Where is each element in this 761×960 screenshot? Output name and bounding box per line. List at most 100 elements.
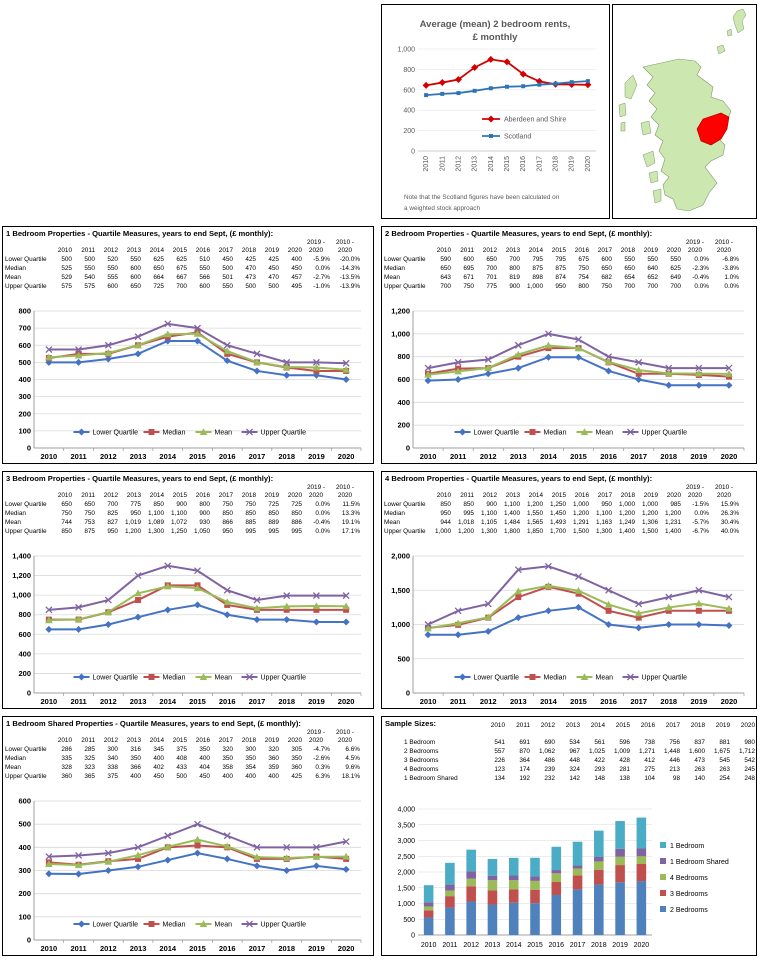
legend-label: Median [544, 430, 567, 437]
value-cell: 541 [494, 739, 505, 746]
x-tick-label: 2017 [536, 156, 543, 172]
bar-segment [551, 870, 562, 874]
marker-x [104, 341, 112, 349]
y-tick-label: 1,400 [12, 552, 31, 561]
y-tick-label: 400 [397, 398, 410, 407]
table-row: Upper Quartile 360 365 375 400 450 500 450 400 40… [5, 772, 360, 781]
change-cell: 19.1% [341, 519, 360, 526]
row-label: Lower Quartile [5, 256, 47, 263]
value-cell: 695 [463, 265, 474, 272]
value-cell: 1,009 [614, 748, 630, 755]
bar-segment [445, 884, 455, 891]
year-header: 2012 [482, 492, 497, 499]
change-header: 2010 - 2020 [714, 484, 734, 499]
year-header: 2019 [264, 737, 279, 744]
marker-x [283, 843, 291, 851]
year-header: 2016 [195, 247, 210, 254]
value-cell: 425 [268, 256, 279, 263]
series-upper-quartile [45, 820, 350, 861]
x-tick-label: 2020 [585, 156, 592, 172]
marker-diamond [134, 863, 142, 871]
quartile-table-grid: 2010 2011 2012 2013 2014 2015 2016 2017 2018 2019… [5, 484, 360, 536]
marker-triangle [253, 604, 261, 612]
marker-triangle [312, 363, 321, 371]
y-tick-label: 1,000 [12, 591, 31, 600]
marker-square [488, 86, 493, 91]
table-row: 4 Bedrooms 123 174 239 324 293 281 275 213 263 263… [384, 765, 755, 774]
value-cell: 1,800 [504, 528, 520, 535]
table-header-row: 2010 2011 2012 2013 2014 2015 2016 2017 2018 2019… [384, 484, 739, 500]
value-cell: 239 [544, 766, 555, 773]
value-cell: 800 [509, 265, 520, 272]
change-cell: -1.5% [692, 501, 709, 508]
value-cell: 750 [601, 283, 612, 290]
marker-triangle [634, 609, 643, 617]
x-tick-label: 2015 [570, 452, 587, 461]
marker-x [164, 832, 172, 840]
value-cell: 1,550 [527, 510, 543, 517]
marker-diamond [104, 355, 112, 363]
value-cell: 1,400 [665, 528, 681, 535]
value-cell: 1,100 [148, 510, 164, 517]
table-row: 1 Bedroom Shared 134 192 232 142 148 138 104 98 1… [384, 774, 755, 783]
value-cell: 819 [509, 274, 520, 281]
marker-x [514, 566, 522, 574]
marker-diamond [75, 870, 83, 878]
value-cell: 473 [694, 757, 705, 764]
marker-diamond [635, 624, 643, 632]
y-tick-label: 400 [18, 843, 31, 852]
value-cell: 795 [555, 256, 566, 263]
value-cell: 433 [176, 764, 187, 771]
bar-segment [423, 906, 434, 911]
marker-x [134, 843, 142, 851]
value-cell: 671 [463, 274, 474, 281]
row-label: Median [384, 265, 405, 272]
value-cell: 1,200 [665, 510, 681, 517]
value-cell: 700 [670, 283, 681, 290]
value-cell: 1,018 [458, 519, 474, 526]
row-label: Mean [384, 519, 400, 526]
value-cell: 1,850 [527, 528, 543, 535]
table-header-row: 2010 2011 2012 2013 2014 2015 2016 2017 2018 2019… [384, 718, 755, 732]
marker-x [484, 356, 492, 363]
value-cell: 1,250 [171, 528, 187, 535]
x-tick-label: 2018 [591, 942, 607, 949]
marker-square [343, 606, 350, 613]
marker-triangle [454, 619, 462, 627]
x-tick-label: 2016 [219, 697, 236, 706]
marker-x [134, 333, 142, 341]
value-cell: 900 [509, 283, 520, 290]
x-tick-label: 2011 [450, 697, 466, 706]
x-tick-label: 2020 [338, 452, 355, 461]
y-tick-label: 600 [403, 87, 415, 94]
row-label: Mean [5, 274, 21, 281]
marker-x [104, 849, 112, 857]
table-row: Median 335 325 340 350 400 408 400 350 350 360 350 -… [5, 754, 360, 763]
marker-diamond [78, 428, 85, 436]
marker-diamond [194, 337, 201, 345]
quartile-table-grid: 2010 2011 2012 2013 2014 2015 2016 2017 2018 2019… [384, 484, 739, 536]
x-tick-label: 2013 [130, 944, 147, 953]
bar-segment [594, 861, 604, 870]
change-cell: -5.9% [313, 256, 330, 263]
value-cell: 753 [84, 519, 95, 526]
panel-title: 1 Bedroom Shared Properties - Quartile M… [6, 719, 301, 728]
marker-x [223, 832, 231, 840]
year-header: 2010 [57, 247, 72, 254]
change-cell: 1.0% [724, 274, 739, 281]
year-header: 2015 [172, 737, 187, 744]
legend-label: Median [163, 430, 186, 437]
value-cell: 827 [107, 519, 118, 526]
value-cell: 675 [578, 256, 589, 263]
marker-diamond [514, 364, 522, 372]
value-cell: 967 [569, 748, 580, 755]
value-cell: 286 [61, 746, 72, 753]
bar-segment [615, 856, 625, 866]
value-cell: 600 [130, 265, 141, 272]
year-header: 2015 [172, 247, 187, 254]
x-tick-label: 2012 [480, 452, 497, 461]
bar-segment [487, 875, 498, 881]
value-cell: 600 [601, 256, 612, 263]
row-label: Upper Quartile [5, 528, 47, 535]
quartile-table: 2010 2011 2012 2013 2014 2015 2016 2017 2018 2019… [384, 239, 739, 291]
